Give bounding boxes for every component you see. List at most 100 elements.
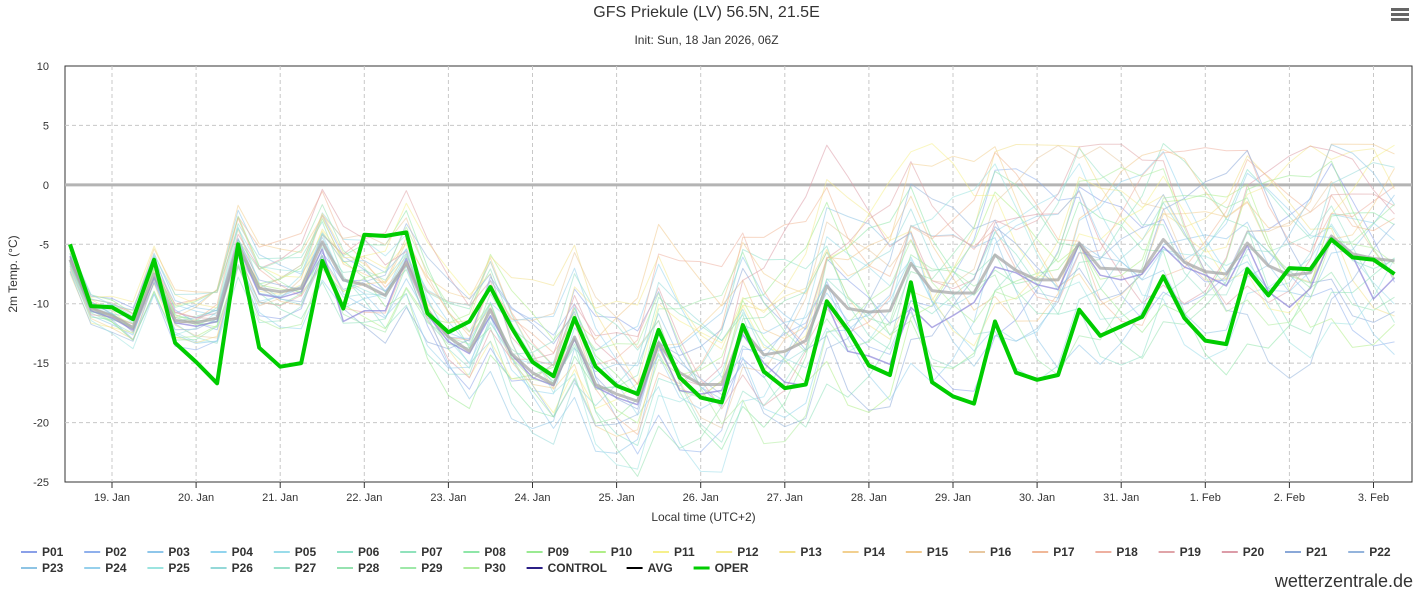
- brand-watermark: wetterzentrale.de: [1274, 571, 1413, 591]
- x-axis-label: Local time (UTC+2): [651, 510, 755, 524]
- legend-label: P07: [421, 545, 443, 559]
- legend-item-p19[interactable]: P19: [1158, 545, 1202, 559]
- x-tick-label: 3. Feb: [1358, 492, 1389, 504]
- x-tick-label: 27. Jan: [767, 492, 803, 504]
- legend-item-p29[interactable]: P29: [400, 561, 443, 575]
- member-line-p30: [69, 167, 1395, 445]
- legend-item-control[interactable]: CONTROL: [526, 561, 607, 575]
- legend-label: P14: [864, 545, 886, 559]
- legend-label: P30: [484, 561, 506, 575]
- y-tick-label: -10: [33, 299, 49, 311]
- y-tick-label: -15: [33, 358, 49, 370]
- x-tick-label: 29. Jan: [935, 492, 971, 504]
- legend-item-oper[interactable]: OPER: [693, 561, 749, 575]
- x-tick-label: 19. Jan: [94, 492, 130, 504]
- legend-label: P21: [1306, 545, 1328, 559]
- x-tick-label: 21. Jan: [262, 492, 298, 504]
- y-tick-label: -5: [39, 239, 49, 251]
- member-line-p05: [69, 163, 1395, 473]
- y-tick-label: 0: [43, 180, 49, 192]
- legend-label: P22: [1369, 545, 1391, 559]
- y-tick-label: -20: [33, 418, 49, 430]
- member-line-p22: [69, 183, 1395, 428]
- legend-item-p15[interactable]: P15: [905, 545, 949, 559]
- legend-label: P24: [105, 561, 127, 575]
- hamburger-menu-icon[interactable]: [1391, 8, 1409, 24]
- legend-item-p07[interactable]: P07: [400, 545, 443, 559]
- legend-item-p11[interactable]: P11: [653, 545, 695, 559]
- legend-item-p04[interactable]: P04: [210, 545, 254, 559]
- legend-item-p28[interactable]: P28: [337, 561, 380, 575]
- legend-item-p22[interactable]: P22: [1348, 545, 1391, 559]
- y-axis-label: 2m Temp. (°C): [6, 235, 20, 312]
- legend-item-p24[interactable]: P24: [84, 561, 127, 575]
- member-line-p23: [69, 144, 1395, 430]
- legend-label: P04: [232, 545, 254, 559]
- y-tick-label: -25: [33, 477, 49, 489]
- legend-label: P20: [1243, 545, 1265, 559]
- x-tick-label: 25. Jan: [599, 492, 635, 504]
- legend-label: P05: [295, 545, 317, 559]
- legend-label: P10: [611, 545, 633, 559]
- legend-item-p09[interactable]: P09: [526, 545, 570, 559]
- member-line-p09: [69, 160, 1395, 410]
- legend-item-p27[interactable]: P27: [273, 561, 317, 575]
- y-tick-label: 10: [37, 61, 49, 73]
- legend-item-p02[interactable]: P02: [84, 545, 127, 559]
- legend-label: P03: [168, 545, 190, 559]
- legend-item-p18[interactable]: P18: [1095, 545, 1138, 559]
- legend-item-p26[interactable]: P26: [210, 561, 254, 575]
- legend-label: P29: [421, 561, 443, 575]
- x-tick-label: 28. Jan: [851, 492, 887, 504]
- legend-item-p08[interactable]: P08: [463, 545, 506, 559]
- legend-item-p23[interactable]: P23: [21, 561, 64, 575]
- legend-item-p13[interactable]: P13: [779, 545, 822, 559]
- x-tick-label: 26. Jan: [683, 492, 719, 504]
- legend-item-avg[interactable]: AVG: [626, 561, 673, 575]
- legend-label: P15: [927, 545, 949, 559]
- legend-label: P19: [1180, 545, 1202, 559]
- x-tick-label: 1. Feb: [1190, 492, 1221, 504]
- legend-item-p21[interactable]: P21: [1285, 545, 1328, 559]
- legend-label: P27: [295, 561, 317, 575]
- x-tick-label: 23. Jan: [430, 492, 466, 504]
- chart-subtitle: Init: Sun, 18 Jan 2026, 06Z: [634, 33, 779, 47]
- legend-item-p14[interactable]: P14: [842, 545, 886, 559]
- legend-item-p10[interactable]: P10: [589, 545, 633, 559]
- legend-label: P16: [990, 545, 1012, 559]
- member-line-p08: [69, 186, 1395, 450]
- legend-item-p20[interactable]: P20: [1221, 545, 1265, 559]
- legend-label: P02: [105, 545, 127, 559]
- x-tick-label: 20. Jan: [178, 492, 214, 504]
- y-tick-label: 5: [43, 120, 49, 132]
- legend-item-p06[interactable]: P06: [337, 545, 380, 559]
- chart-title: GFS Priekule (LV) 56.5N, 21.5E: [593, 4, 820, 21]
- x-tick-label: 30. Jan: [1019, 492, 1055, 504]
- legend-label: P26: [232, 561, 254, 575]
- legend-item-p16[interactable]: P16: [969, 545, 1012, 559]
- legend-label: P13: [800, 545, 822, 559]
- legend-item-p01[interactable]: P01: [21, 545, 64, 559]
- member-line-p15: [69, 143, 1395, 389]
- legend-label: P12: [737, 545, 759, 559]
- legend-label: P17: [1053, 545, 1075, 559]
- legend-item-p05[interactable]: P05: [273, 545, 317, 559]
- legend-label: P23: [42, 561, 64, 575]
- legend-item-p12[interactable]: P12: [716, 545, 759, 559]
- legend-label: P18: [1116, 545, 1138, 559]
- member-line-p06: [69, 169, 1395, 446]
- legend-label: P06: [358, 545, 380, 559]
- member-line-p03: [69, 194, 1395, 454]
- legend-label: AVG: [648, 561, 673, 575]
- x-tick-label: 31. Jan: [1103, 492, 1139, 504]
- legend-item-p17[interactable]: P17: [1032, 545, 1075, 559]
- legend-label: P09: [548, 545, 570, 559]
- x-tick-label: 2. Feb: [1274, 492, 1305, 504]
- legend-label: P08: [484, 545, 506, 559]
- legend-item-p03[interactable]: P03: [147, 545, 190, 559]
- x-tick-label: 22. Jan: [346, 492, 382, 504]
- legend-label: P11: [674, 545, 695, 559]
- legend-item-p25[interactable]: P25: [147, 561, 190, 575]
- legend-item-p30[interactable]: P30: [463, 561, 506, 575]
- oper-series-line: [68, 230, 1396, 406]
